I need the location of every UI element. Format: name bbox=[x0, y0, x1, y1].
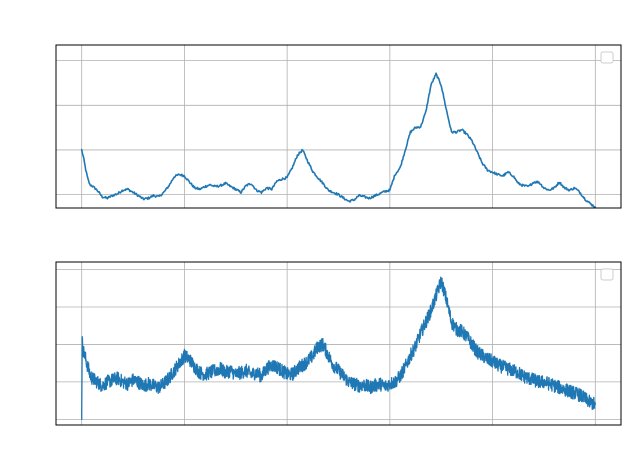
bottom-legend bbox=[600, 268, 614, 281]
top-axes-frame bbox=[55, 44, 622, 209]
bottom-series-line-0 bbox=[81, 276, 596, 421]
bottom-axes-frame bbox=[55, 261, 622, 426]
top-series-line-0 bbox=[80, 72, 597, 209]
axes-top bbox=[55, 44, 622, 209]
top-legend bbox=[600, 51, 614, 64]
axes-bottom bbox=[55, 261, 622, 426]
